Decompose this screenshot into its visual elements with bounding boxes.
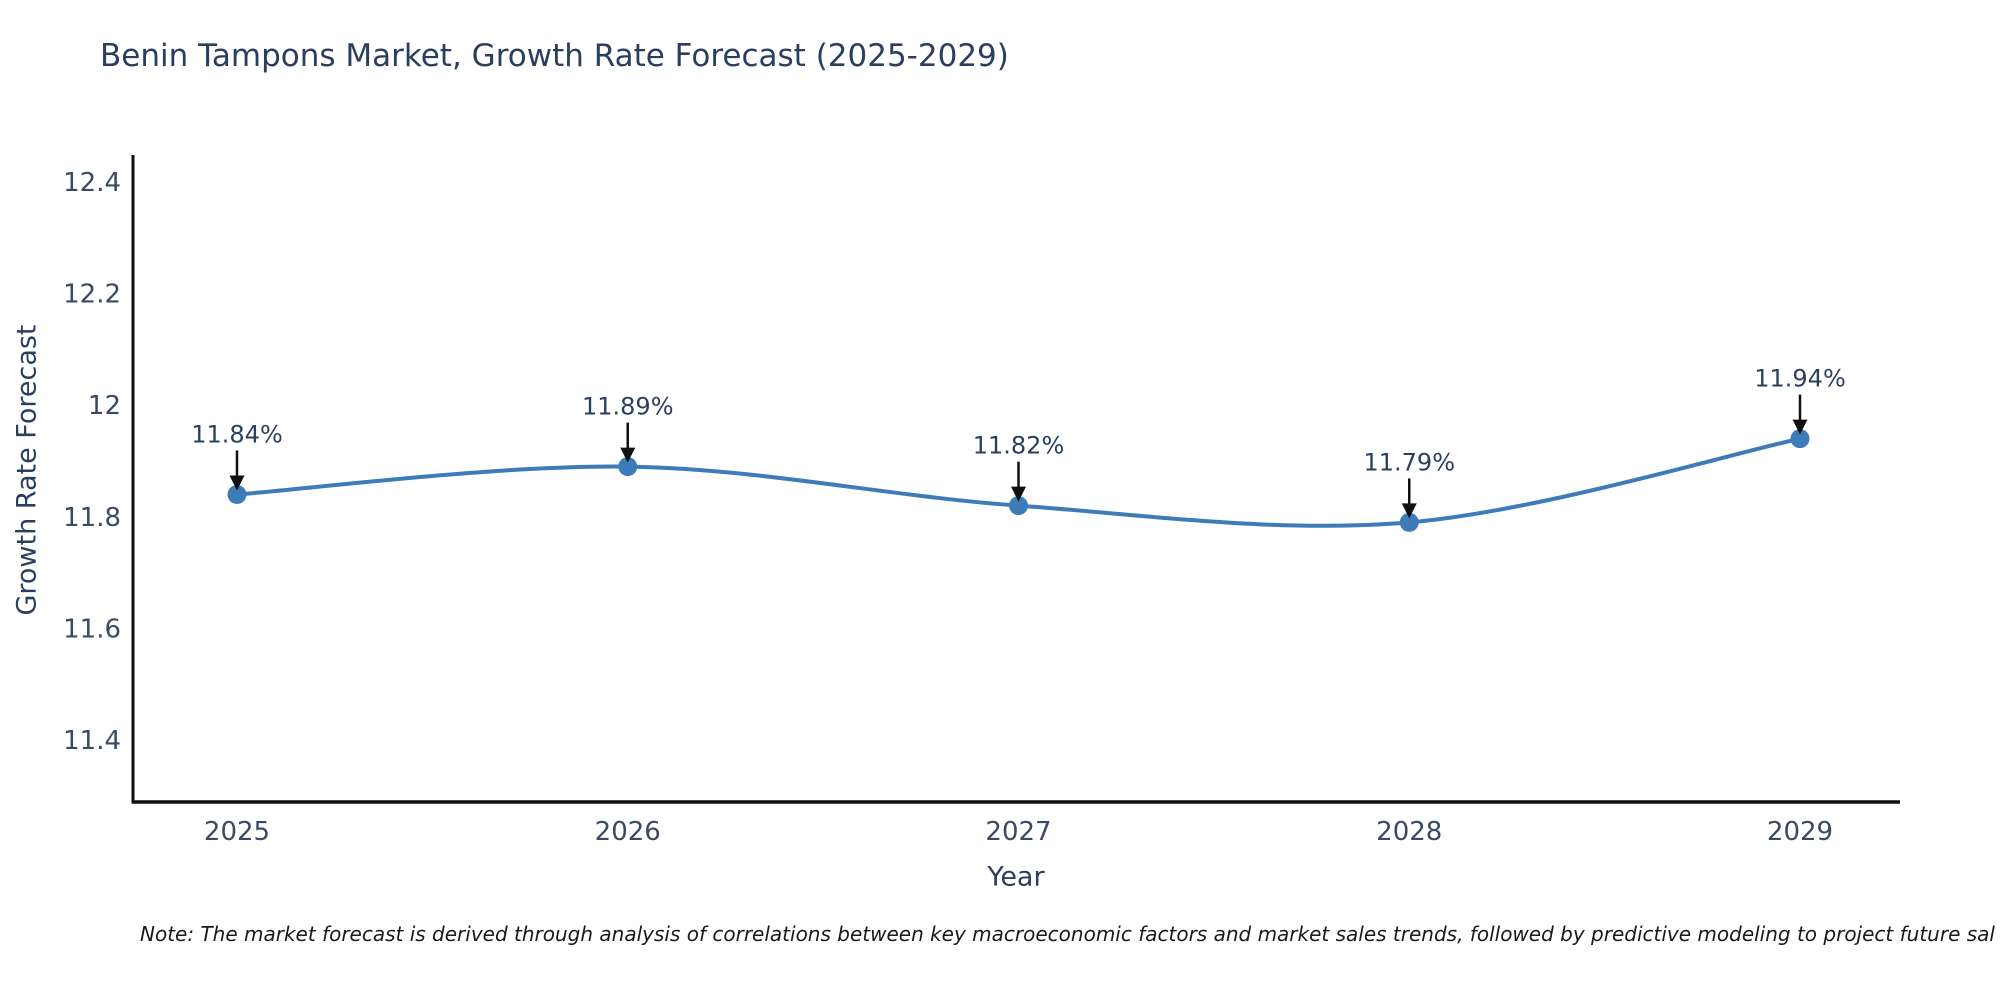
x-axis-title: Year	[987, 861, 1045, 893]
x-tick-label: 2026	[595, 817, 661, 847]
annotation-arrow-head	[1792, 419, 1808, 435]
x-tick-label: 2028	[1376, 817, 1442, 847]
data-point-marker	[227, 484, 247, 504]
y-tick-label: 12	[88, 391, 121, 421]
data-point-marker	[1399, 512, 1419, 532]
annotation-label: 11.94%	[1754, 365, 1846, 393]
annotation-label: 11.82%	[973, 432, 1065, 460]
data-point-marker	[618, 457, 638, 477]
y-tick-label: 11.4	[63, 726, 121, 756]
annotation-arrow-head	[1401, 503, 1417, 519]
annotation-arrow-head	[620, 447, 636, 463]
y-tick-label: 11.8	[63, 503, 121, 533]
data-point-marker	[1790, 429, 1810, 449]
footnote: Note: The market forecast is derived thr…	[140, 922, 1995, 946]
y-tick-label: 11.6	[63, 614, 121, 644]
x-tick-label: 2025	[204, 817, 270, 847]
annotation-arrow-head	[1011, 486, 1026, 502]
annotation-label: 11.79%	[1363, 448, 1455, 476]
data-point-marker	[1009, 496, 1028, 516]
x-tick-label: 2027	[985, 817, 1051, 847]
y-tick-label: 12.4	[63, 168, 121, 198]
annotation-arrow-head	[229, 475, 245, 491]
y-tick-label: 12.2	[63, 280, 121, 310]
annotation-label: 11.84%	[191, 420, 283, 448]
chart-title: Benin Tampons Market, Growth Rate Foreca…	[100, 38, 1009, 74]
annotation-label: 11.89%	[582, 393, 674, 421]
x-tick-label: 2029	[1767, 817, 1833, 847]
